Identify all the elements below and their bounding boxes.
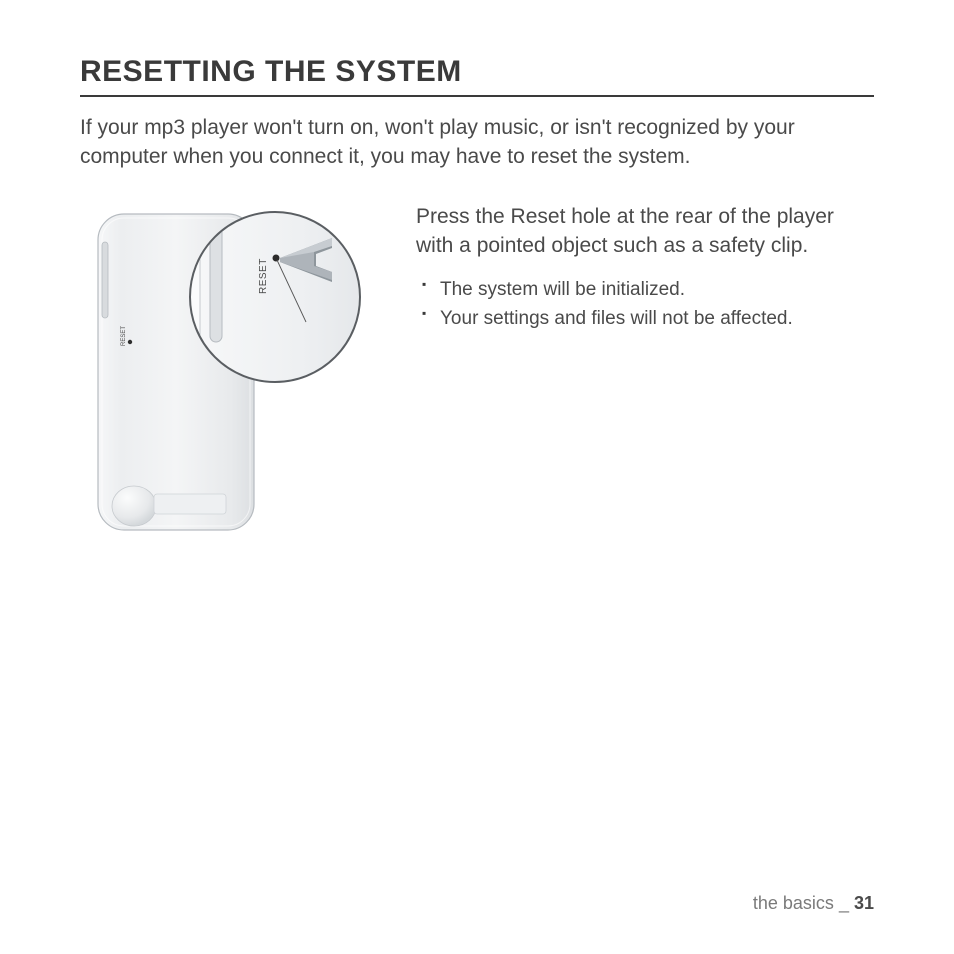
bullet-item: Your settings and files will not be affe…	[422, 304, 874, 333]
instruction-column: Press the Reset hole at the rear of the …	[416, 202, 874, 547]
bullet-item: The system will be initialized.	[422, 275, 874, 304]
content-row: RESET RESET	[80, 202, 874, 547]
footer-page-number: 31	[854, 893, 874, 913]
footer-section: the basics	[753, 893, 834, 913]
intro-text: If your mp3 player won't turn on, won't …	[80, 113, 874, 172]
instruction-text: Press the Reset hole at the rear of the …	[416, 202, 874, 261]
reset-illustration-svg: RESET RESET	[80, 202, 380, 542]
reset-label-small: RESET	[121, 325, 127, 345]
page-footer: the basics _ 31	[753, 893, 874, 914]
page-title: RESETTING THE SYSTEM	[80, 55, 874, 97]
footer-separator: _	[839, 893, 849, 913]
bullet-list: The system will be initialized. Your set…	[416, 275, 874, 334]
reset-label-zoom: RESET	[258, 258, 269, 294]
device-illustration: RESET RESET	[80, 202, 380, 547]
